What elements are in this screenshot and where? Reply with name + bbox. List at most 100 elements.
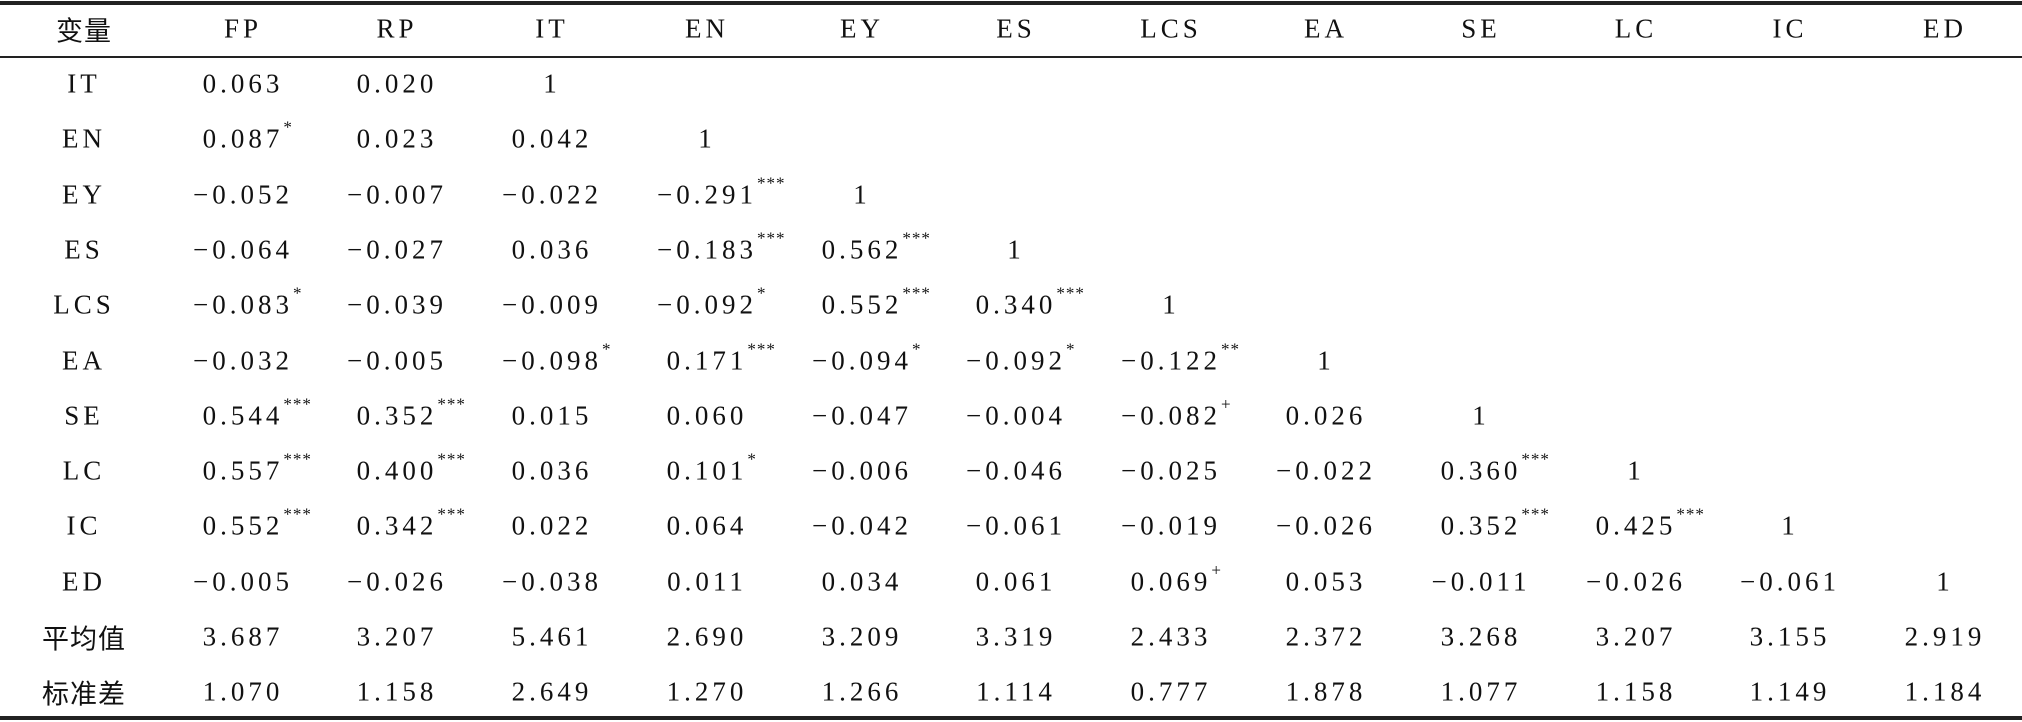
data-cell: 1 — [1007, 234, 1025, 265]
significance: *** — [902, 283, 931, 303]
significance: *** — [1676, 504, 1705, 524]
header-cell: IC — [1772, 13, 1808, 44]
row-label: 平均值 — [42, 624, 126, 656]
data-cell: 1 — [543, 68, 561, 99]
row-label: EA — [62, 345, 106, 375]
significance: + — [1220, 394, 1232, 414]
data-cell: −0.026 — [347, 566, 447, 597]
data-cell: −0.083 * — [193, 283, 303, 320]
data-cell: 0.352 *** — [1440, 504, 1550, 541]
bottom-rule — [0, 716, 2022, 720]
data-cell: 1.270 — [666, 676, 748, 707]
row-label: LCS — [53, 289, 115, 320]
data-cell: 3.687 — [202, 621, 284, 652]
data-cell: 1 — [1936, 566, 1954, 597]
data-cell: 0.360 *** — [1440, 449, 1550, 486]
row-label: LC — [62, 455, 106, 486]
significance: * — [283, 117, 293, 137]
data-cell: −0.004 — [966, 400, 1066, 431]
significance: *** — [283, 449, 312, 469]
data-cell: 1.070 — [202, 676, 284, 707]
data-cell: 0.022 — [511, 510, 593, 541]
data-cell: 3.319 — [975, 621, 1057, 652]
data-cell: −0.026 — [1586, 566, 1686, 597]
significance: *** — [437, 504, 466, 524]
data-cell: 0.063 — [202, 68, 284, 99]
significance: * — [747, 449, 757, 469]
data-cell: 1 — [1472, 400, 1490, 431]
data-cell: 0.777 — [1130, 676, 1212, 707]
data-cell: −0.094 * — [812, 339, 922, 375]
data-cell: 1 — [1781, 510, 1799, 541]
header-rule — [0, 56, 2022, 58]
data-cell: 0.064 — [666, 510, 748, 541]
data-cell: −0.025 — [1121, 455, 1221, 486]
data-cell: −0.092 * — [657, 283, 767, 320]
data-cell: −0.026 — [1276, 510, 1376, 541]
data-cell: 3.268 — [1440, 621, 1522, 652]
top-rule — [0, 1, 2022, 5]
data-cell: 0.352 *** — [356, 394, 466, 431]
data-cell: 2.372 — [1285, 621, 1367, 652]
data-cell: −0.042 — [812, 510, 912, 541]
significance: *** — [1521, 504, 1550, 524]
data-cell: 1.878 — [1285, 676, 1367, 707]
data-cell: 0.552 *** — [821, 283, 931, 320]
row-label: IT — [67, 68, 101, 99]
data-cell: −0.019 — [1121, 510, 1221, 541]
data-cell: −0.005 — [193, 566, 293, 597]
row-label: ES — [64, 234, 104, 265]
data-cell: −0.061 — [966, 510, 1066, 541]
data-cell: 1.184 — [1904, 676, 1986, 707]
data-cell: 0.061 — [975, 566, 1057, 597]
significance: *** — [283, 504, 312, 524]
header-cell: EY — [840, 13, 884, 44]
header-cell: RP — [376, 13, 418, 44]
header-cell: LCS — [1140, 13, 1202, 44]
data-cell: 1 — [853, 179, 871, 210]
data-cell: 3.209 — [821, 621, 903, 652]
data-cell: −0.006 — [812, 455, 912, 486]
significance: *** — [437, 449, 466, 469]
data-cell: 3.155 — [1749, 621, 1831, 652]
data-cell: 3.207 — [1595, 621, 1677, 652]
header-cell: EA — [1304, 13, 1348, 44]
significance: * — [911, 339, 922, 358]
data-cell: 0.053 — [1285, 566, 1367, 597]
data-cell: 5.461 — [511, 621, 593, 652]
data-cell: 1.158 — [356, 676, 438, 707]
data-cell: −0.022 — [502, 179, 602, 210]
data-cell: −0.011 — [1431, 566, 1531, 597]
data-cell: 1.266 — [821, 676, 903, 707]
data-cell: 1 — [1162, 289, 1180, 320]
header-cell: ED — [1923, 13, 1967, 44]
data-cell: −0.082 + — [1121, 394, 1232, 431]
row-label: 标准差 — [42, 679, 126, 711]
data-cell: 2.433 — [1130, 621, 1212, 652]
data-cell: 0.544 *** — [202, 394, 312, 431]
data-cell: 2.690 — [666, 621, 748, 652]
data-cell: −0.291 *** — [657, 173, 786, 210]
data-cell: 1 — [698, 123, 716, 154]
data-cell: 0.042 — [511, 123, 593, 154]
data-cell: 0.171 *** — [666, 339, 776, 375]
significance: *** — [902, 228, 931, 248]
data-cell: 0.557 *** — [202, 449, 312, 486]
row-label: ED — [62, 566, 106, 597]
data-cell: −0.027 — [347, 234, 447, 265]
data-cell: 0.087 * — [202, 117, 293, 154]
significance: * — [1065, 339, 1076, 358]
header-cell: SE — [1461, 13, 1501, 44]
data-cell: 0.036 — [511, 455, 593, 486]
data-cell: −0.064 — [193, 234, 293, 265]
data-cell: 0.011 — [667, 566, 747, 597]
row-label: SE — [64, 400, 104, 431]
significance: *** — [1521, 449, 1550, 469]
data-cell: −0.098 * — [502, 339, 612, 375]
data-cell: 1 — [1317, 345, 1335, 375]
data-cell: 0.036 — [511, 234, 593, 265]
data-cell: 0.060 — [666, 400, 748, 431]
data-cell: −0.032 — [193, 345, 293, 375]
significance: * — [601, 339, 612, 358]
data-cell: 0.015 — [511, 400, 593, 431]
